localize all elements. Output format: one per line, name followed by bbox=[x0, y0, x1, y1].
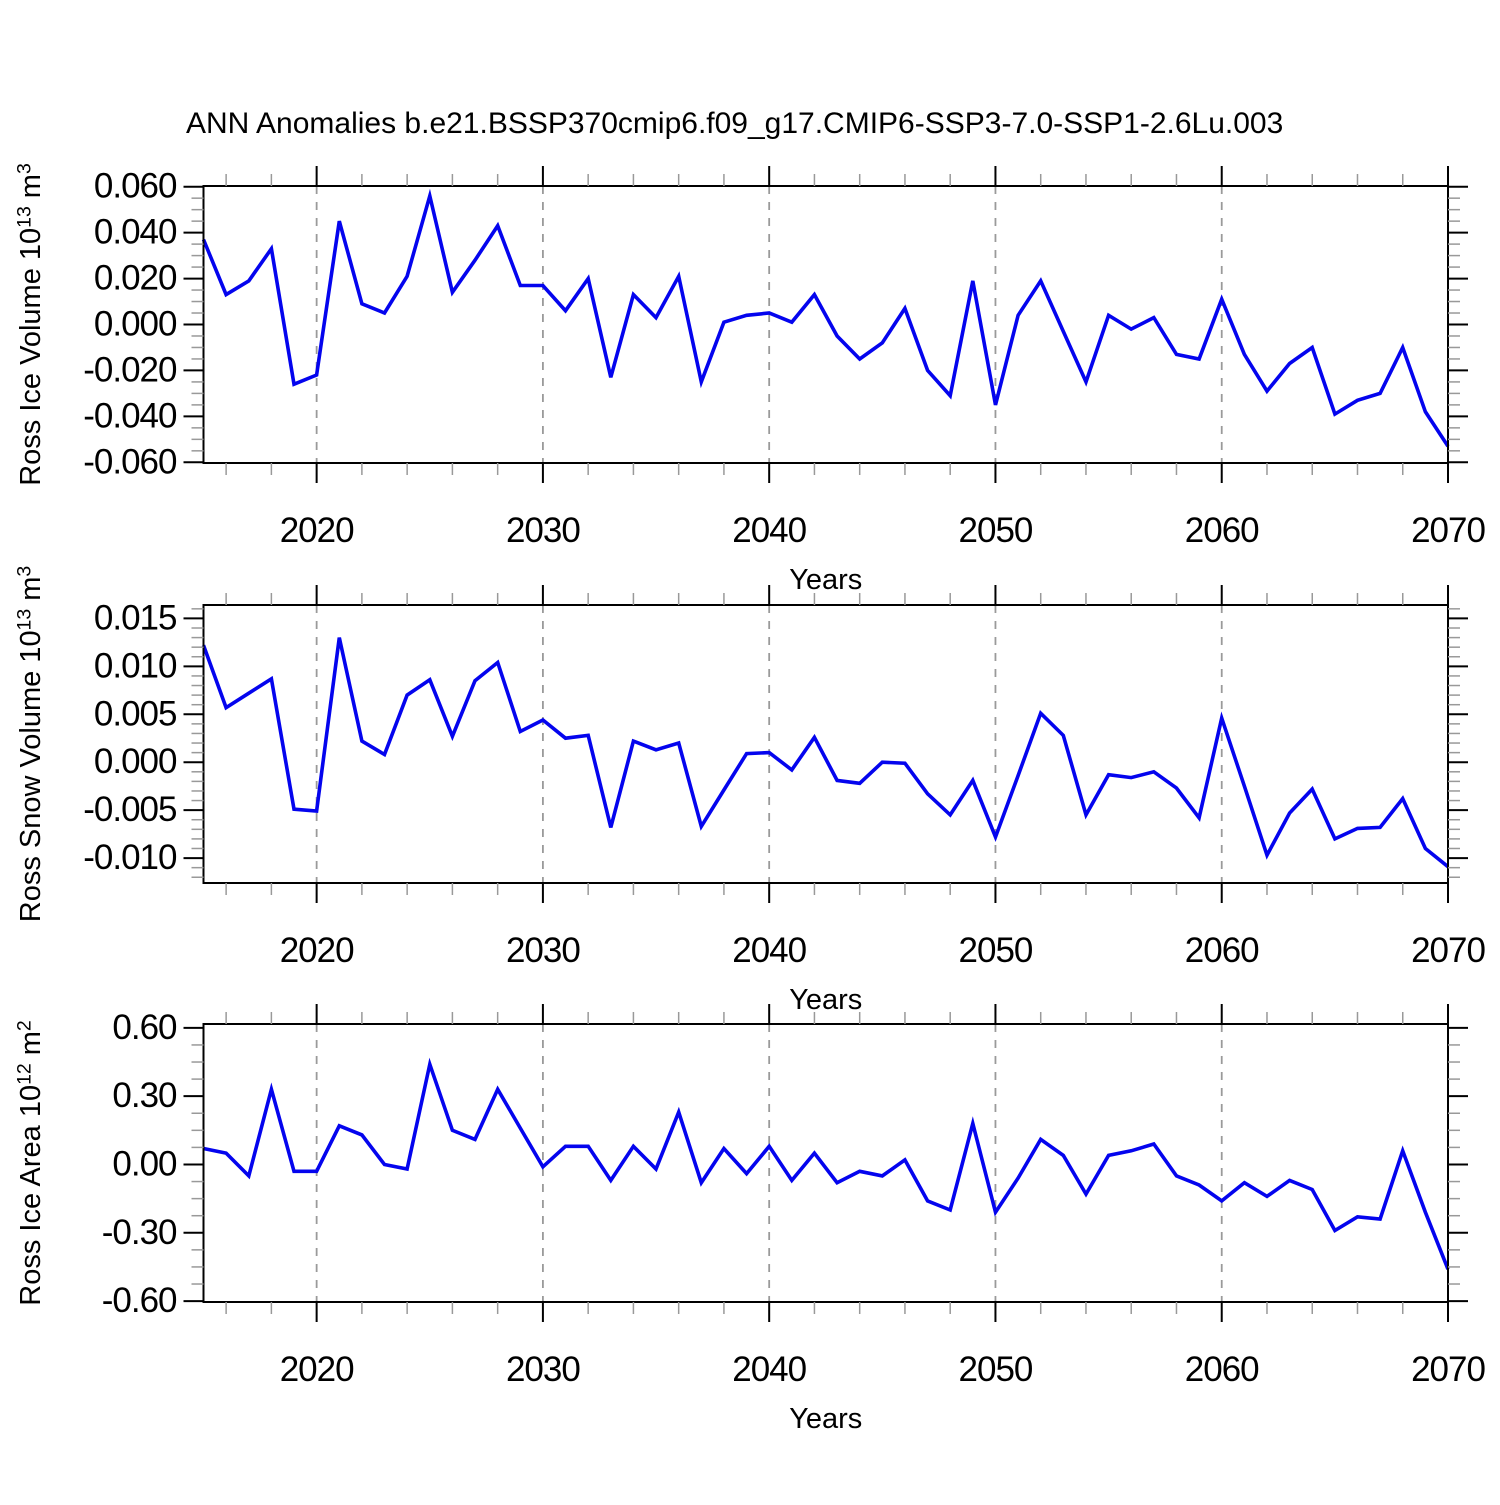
x-tick-label-2070: 2070 bbox=[1411, 511, 1485, 550]
x-tick-label-2030: 2030 bbox=[506, 511, 580, 550]
x-tick-label-2040: 2040 bbox=[732, 931, 806, 970]
panel-ross-snow-volume: 2020 2030 2040 2050 2060 2070 0.015 0.010 0.005 0… bbox=[13, 566, 1486, 1016]
y-tick-label: 0.005 bbox=[94, 694, 177, 733]
data-line-ross-snow-volume bbox=[201, 637, 1450, 869]
y-tick-label: 0.040 bbox=[94, 213, 177, 252]
y-ticks bbox=[183, 1026, 1468, 1303]
x-tick-label-2020: 2020 bbox=[280, 511, 354, 550]
plot-frame bbox=[202, 604, 1449, 884]
y-tick-label: 0.60 bbox=[112, 1008, 177, 1047]
x-tick-label-2060: 2060 bbox=[1185, 931, 1259, 970]
panel-ross-ice-volume: 2020 2030 2040 2050 2060 2070 0.060 0.040 0.020 0… bbox=[13, 163, 1486, 596]
y-tick-label: 0.060 bbox=[94, 167, 177, 206]
x-tick-label-2050: 2050 bbox=[959, 1350, 1033, 1389]
y-axis-title: Ross Ice Area 1012 m2 bbox=[13, 1020, 47, 1305]
y-tick-label: -0.005 bbox=[83, 790, 176, 829]
x-axis-title: Years bbox=[789, 564, 862, 596]
y-ticks bbox=[183, 608, 1468, 878]
data-line-ross-ice-volume bbox=[201, 188, 1450, 448]
y-ticks bbox=[183, 185, 1468, 464]
figure-title: ANN Anomalies b.e21.BSSP370cmip6.f09_g17… bbox=[186, 107, 1283, 140]
x-tick-label-2020: 2020 bbox=[280, 1350, 354, 1389]
y-tick-label: -0.020 bbox=[83, 350, 177, 389]
y-tick-label: -0.30 bbox=[102, 1213, 177, 1252]
x-axis-title: Years bbox=[789, 984, 862, 1016]
x-tick-label-2030: 2030 bbox=[506, 1350, 580, 1389]
y-tick-label: 0.00 bbox=[112, 1144, 177, 1183]
data-line-ross-ice-area bbox=[203, 1057, 1450, 1270]
x-tick-label-2030: 2030 bbox=[506, 931, 580, 970]
y-tick-label: 0.015 bbox=[94, 598, 177, 637]
x-tick-label-2060: 2060 bbox=[1185, 1350, 1259, 1389]
x-axis-title: Years bbox=[789, 1403, 862, 1435]
plot-frame bbox=[202, 1023, 1449, 1303]
y-tick-label: 0.020 bbox=[94, 259, 177, 298]
x-tick-label-2040: 2040 bbox=[732, 1350, 806, 1389]
x-tick-label-2070: 2070 bbox=[1411, 1350, 1485, 1389]
y-tick-label: -0.040 bbox=[83, 396, 177, 435]
y-tick-label: 0.30 bbox=[112, 1076, 177, 1115]
x-tick-label-2050: 2050 bbox=[959, 511, 1033, 550]
x-ticks bbox=[225, 1004, 1449, 1322]
x-ticks bbox=[225, 166, 1449, 483]
panel-ross-ice-area: 2020 2030 2040 2050 2060 2070 0.60 0.30 0.00 -0.3… bbox=[13, 1004, 1486, 1435]
y-tick-label: -0.010 bbox=[83, 838, 177, 877]
y-axis-title: Ross Snow Volume 1013 m3 bbox=[13, 566, 47, 922]
panels-group: 2020 2030 2040 2050 2060 2070 0.060 0.040 0.020 0… bbox=[13, 163, 1486, 1435]
y-axis-title: Ross Ice Volume 1013 m3 bbox=[13, 163, 47, 486]
y-tick-label: 0.000 bbox=[94, 305, 177, 344]
y-tick-label: 0.000 bbox=[94, 742, 177, 781]
y-tick-label: -0.060 bbox=[83, 442, 177, 481]
x-tick-label-2050: 2050 bbox=[959, 931, 1033, 970]
y-tick-label: -0.60 bbox=[102, 1281, 177, 1320]
y-tick-label: 0.010 bbox=[94, 646, 177, 685]
x-tick-label-2040: 2040 bbox=[732, 511, 806, 550]
x-tick-label-2070: 2070 bbox=[1411, 931, 1485, 970]
x-tick-label-2020: 2020 bbox=[280, 931, 354, 970]
x-tick-label-2060: 2060 bbox=[1185, 511, 1259, 550]
x-ticks bbox=[225, 585, 1449, 903]
